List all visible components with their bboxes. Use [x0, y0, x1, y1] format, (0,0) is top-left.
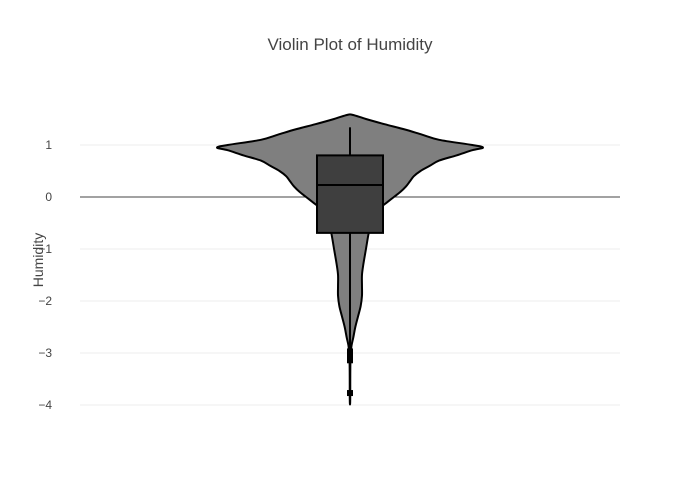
y-tick-label: −4 [38, 398, 52, 412]
outlier-point [347, 390, 353, 396]
y-tick-label: −3 [38, 346, 52, 360]
y-tick-label: −1 [38, 242, 52, 256]
box-iqr [317, 155, 383, 232]
y-tick-label: −2 [38, 294, 52, 308]
y-axis-label: Humidity [30, 233, 46, 287]
outlier-point [347, 357, 353, 363]
chart-title: Violin Plot of Humidity [267, 35, 433, 54]
y-tick-label: 0 [45, 190, 52, 204]
plot-area [217, 114, 483, 404]
y-tick-label: 1 [45, 138, 52, 152]
